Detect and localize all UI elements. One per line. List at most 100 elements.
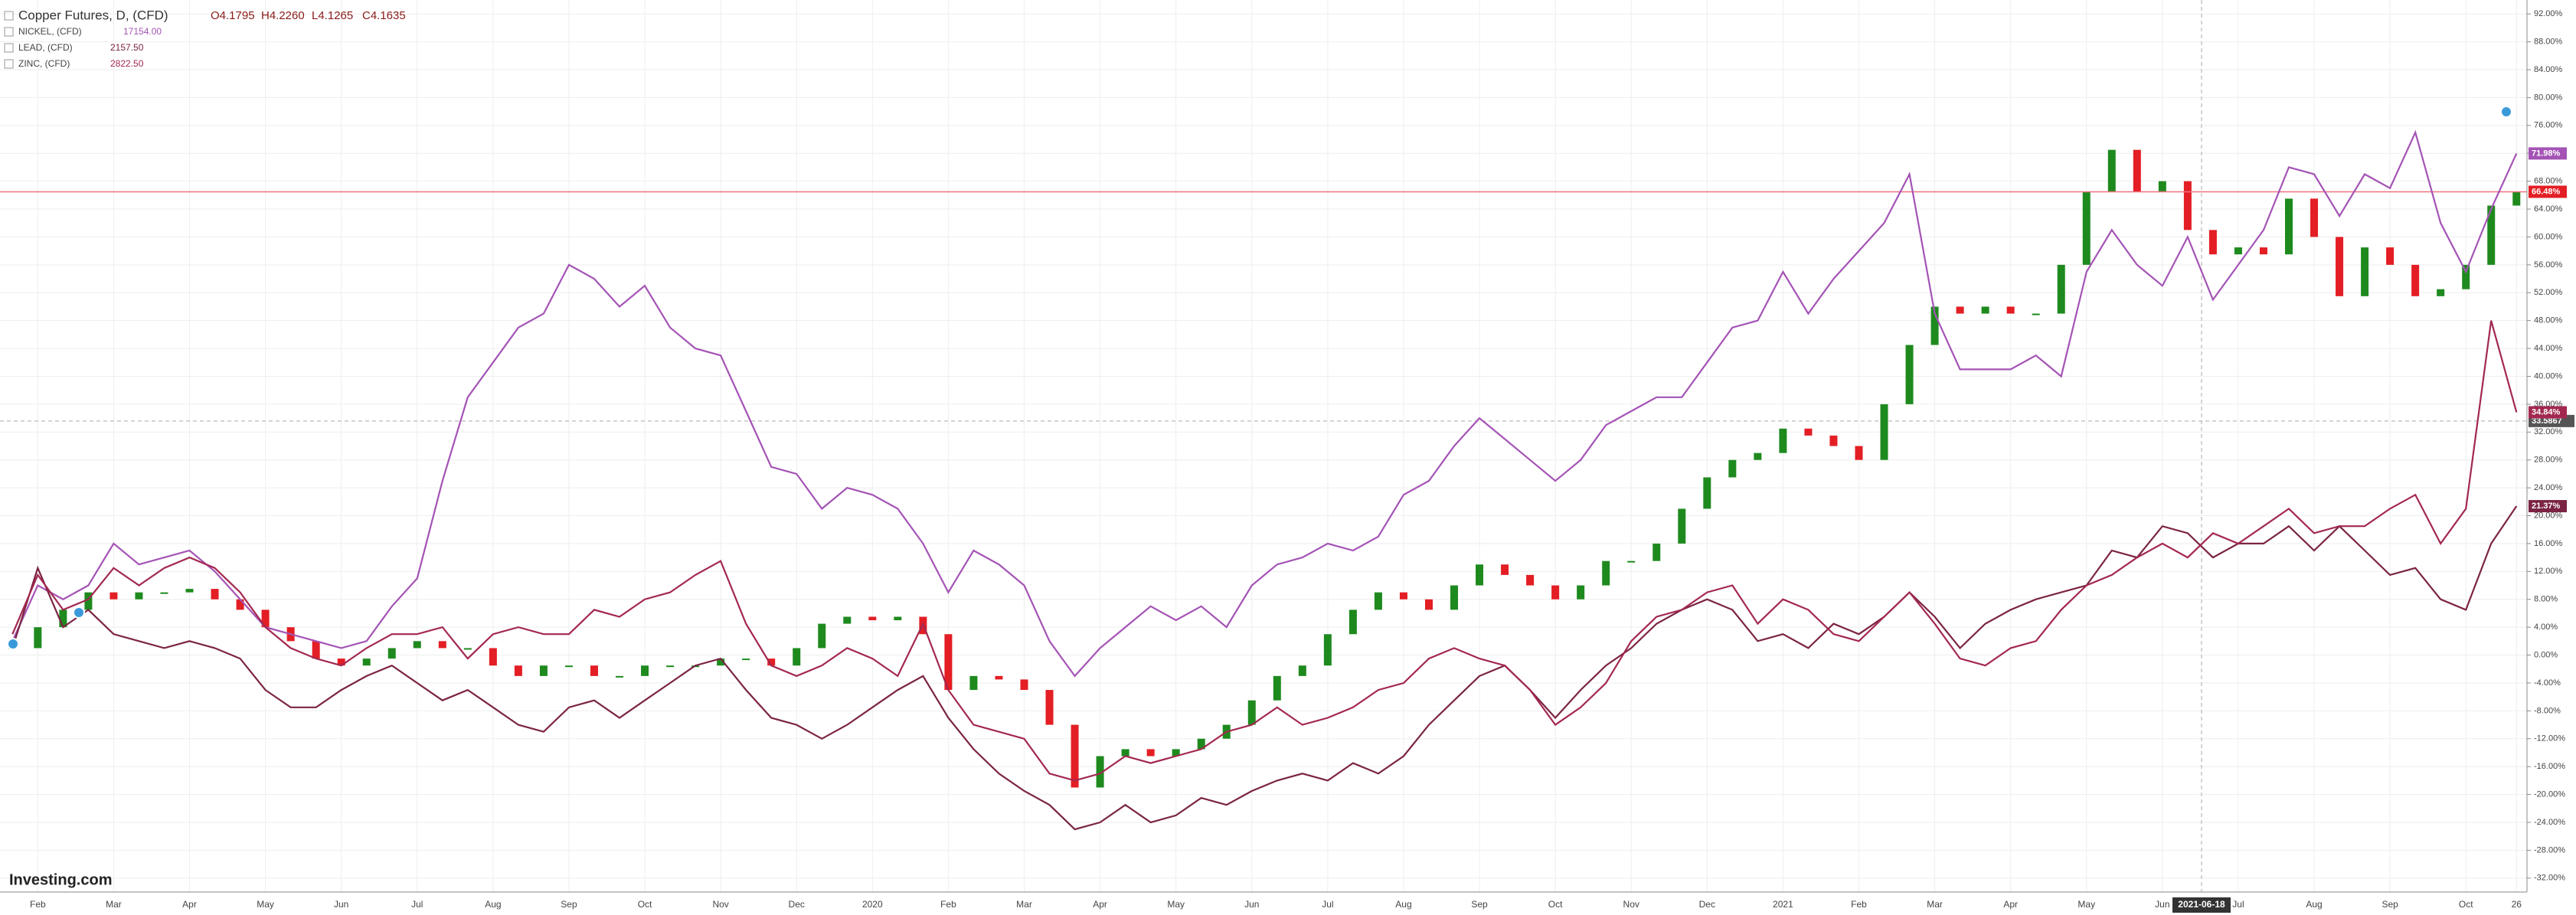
candle: [1627, 560, 1636, 563]
x-tick-label: Feb: [1851, 899, 1867, 910]
y-tick-label: 76.00%: [2534, 121, 2563, 130]
series-line: [11, 505, 2518, 831]
x-tick-label: Apr: [182, 899, 197, 910]
candle: [211, 589, 219, 600]
candle: [59, 609, 67, 628]
y-tick-label: 80.00%: [2534, 93, 2563, 102]
candle: [1348, 609, 1357, 635]
x-tick-label: Feb: [940, 899, 956, 910]
candle: [717, 658, 725, 666]
candle: [2158, 181, 2166, 192]
candle: [2107, 149, 2116, 192]
candle: [1829, 435, 1838, 446]
x-tick-label: Mar: [1927, 899, 1943, 910]
legend-price: 2157.50: [110, 42, 144, 53]
candle: [1526, 574, 1535, 586]
candle: [2437, 289, 2445, 296]
candle: [160, 592, 168, 594]
x-tick-label: 2021: [1773, 899, 1793, 910]
candle: [1905, 345, 1914, 404]
candle: [2057, 264, 2065, 314]
event-marker[interactable]: [73, 606, 85, 619]
legend-price: 2822.50: [110, 58, 144, 69]
candle: [2336, 237, 2344, 296]
candle: [641, 665, 649, 676]
candle: [1551, 585, 1560, 600]
candle: [539, 665, 548, 676]
last-value-label: 34.84%: [2532, 407, 2561, 417]
y-tick-label: 68.00%: [2534, 177, 2563, 186]
y-tick-label: -12.00%: [2534, 734, 2565, 743]
watermark: Investing.com: [9, 871, 112, 888]
candle: [1172, 749, 1180, 757]
x-tick-label: Jun: [334, 899, 348, 910]
x-tick-label: Oct: [638, 899, 652, 910]
candle: [793, 648, 801, 666]
x-tick-label: Aug: [1395, 899, 1411, 910]
x-tick-label: Jul: [1322, 899, 1333, 910]
y-tick-label: 12.00%: [2534, 567, 2563, 576]
candle: [616, 675, 624, 678]
last-value-badge: [2529, 147, 2567, 160]
candle: [1071, 724, 1079, 788]
legend-label: NICKEL, (CFD): [18, 26, 82, 37]
y-tick-label: -20.00%: [2534, 789, 2565, 799]
y-tick-label: -32.00%: [2534, 874, 2565, 883]
candle: [969, 675, 978, 691]
series-line: [11, 320, 2518, 782]
x-tick-label: May: [1167, 899, 1185, 910]
candle: [1754, 453, 1762, 460]
candle: [463, 648, 472, 650]
candle: [590, 665, 598, 676]
candle: [1096, 756, 1104, 788]
candle: [1374, 592, 1382, 610]
candle: [362, 658, 371, 666]
candle: [2133, 149, 2141, 192]
x-tick-label: 2020: [862, 899, 883, 910]
candle: [1703, 477, 1711, 509]
legend-icon: [4, 27, 14, 37]
candle: [995, 675, 1003, 680]
last-value-label: 66.48%: [2532, 187, 2561, 196]
y-tick-label: 20.00%: [2534, 511, 2563, 520]
candle: [2462, 264, 2470, 289]
candle: [185, 589, 194, 593]
y-tick-label: 8.00%: [2534, 595, 2558, 604]
grid: [0, 0, 2527, 892]
y-tick-label: -28.00%: [2534, 845, 2565, 855]
x-tick-label: Oct: [2459, 899, 2473, 910]
y-tick-label: 32.00%: [2534, 427, 2563, 436]
candle: [2006, 306, 2015, 314]
candle: [1247, 700, 1256, 725]
x-tick-label: Dec: [1699, 899, 1715, 910]
candle: [34, 627, 42, 649]
last-value-label: 21.37%: [2532, 502, 2561, 511]
x-tick-label: Dec: [789, 899, 805, 910]
candle: [1728, 459, 1737, 478]
y-tick-label: 60.00%: [2534, 232, 2563, 241]
y-tick-label: 4.00%: [2534, 623, 2558, 632]
y-tick-label: 64.00%: [2534, 204, 2563, 214]
candle: [1501, 564, 1509, 575]
candle: [818, 623, 826, 649]
event-marker[interactable]: [7, 638, 19, 650]
legend: Copper Futures, D, (CFD) O4.1795 H4.2260 L4…: [4, 8, 406, 69]
candle: [1476, 564, 1484, 586]
event-marker[interactable]: [2500, 106, 2512, 118]
candle: [135, 592, 143, 600]
y-tick-label: 56.00%: [2534, 260, 2563, 270]
y-tick-label: 28.00%: [2534, 456, 2563, 465]
legend-label: LEAD, (CFD): [18, 42, 73, 53]
candle: [2285, 198, 2293, 255]
y-tick-label: -16.00%: [2534, 762, 2565, 771]
x-tick-label: Jun: [1244, 899, 1259, 910]
candle: [1273, 675, 1281, 701]
candle: [2310, 198, 2319, 237]
candle: [843, 616, 852, 624]
ohlc-value: C4.1635: [362, 9, 406, 22]
last-value-label: 71.98%: [2532, 149, 2561, 158]
candle: [1323, 634, 1332, 666]
candle: [1652, 543, 1661, 561]
x-tick-label: May: [2077, 899, 2095, 910]
candle: [1930, 306, 1939, 345]
